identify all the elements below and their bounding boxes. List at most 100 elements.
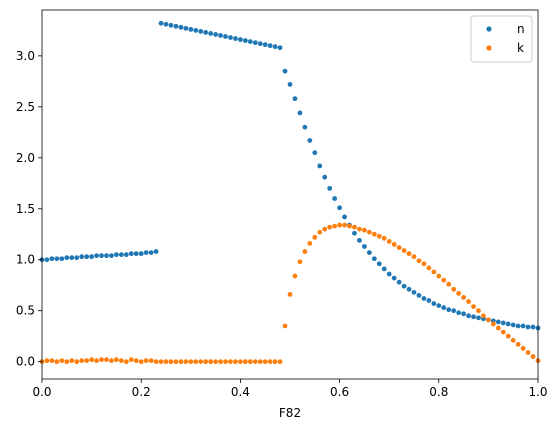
point-k-89 [481, 313, 486, 319]
point-k-65 [362, 227, 367, 233]
point-k-13 [104, 357, 109, 363]
point-n-97 [520, 323, 526, 329]
y-tick-label: 1.0 [16, 253, 35, 267]
point-k-88 [476, 308, 481, 314]
point-n-25 [163, 21, 169, 27]
point-k-97 [520, 346, 526, 351]
point-n-22 [148, 250, 154, 256]
point-n-60 [337, 205, 342, 211]
point-n-5 [64, 255, 70, 261]
point-n-46 [267, 43, 273, 49]
point-k-75 [411, 254, 417, 260]
point-k-77 [421, 261, 427, 267]
point-k-60 [337, 222, 342, 228]
legend-box [470, 15, 533, 63]
point-k-2 [49, 358, 55, 364]
point-k-25 [163, 359, 169, 365]
point-n-39 [233, 36, 238, 41]
point-k-20 [138, 359, 144, 365]
point-k-11 [94, 358, 99, 364]
point-k-8 [79, 358, 85, 364]
point-k-5 [64, 359, 70, 365]
point-k-34 [208, 359, 214, 365]
point-n-21 [143, 250, 149, 256]
point-k-32 [198, 359, 204, 365]
point-k-80 [436, 273, 442, 279]
point-n-17 [123, 252, 129, 258]
x-tick-label: 0.4 [231, 385, 250, 399]
x-tick-label: 1.0 [528, 385, 547, 399]
point-k-61 [342, 222, 347, 228]
point-k-73 [401, 248, 407, 253]
point-k-86 [466, 299, 471, 304]
y-tick-label: 2.5 [16, 100, 35, 114]
point-k-35 [213, 359, 219, 365]
point-k-69 [381, 235, 387, 241]
y-tick-label: 2.0 [16, 151, 35, 165]
point-k-85 [461, 295, 466, 300]
point-k-39 [233, 359, 238, 365]
point-k-84 [456, 290, 462, 296]
point-k-74 [406, 251, 412, 257]
point-n-70 [386, 271, 392, 277]
point-n-15 [114, 252, 119, 258]
y-axis-ticks: 0.0 0.5 1.0 1.5 2.0 2.5 3.0 [16, 49, 42, 369]
point-k-41 [242, 359, 248, 365]
point-k-6 [69, 358, 75, 364]
point-k-83 [451, 286, 457, 292]
point-n-59 [332, 196, 338, 201]
point-k-10 [89, 357, 94, 363]
point-k-37 [223, 359, 228, 365]
point-k-17 [123, 359, 129, 365]
point-n-96 [515, 323, 521, 329]
point-n-93 [500, 320, 506, 326]
data-marks [39, 20, 541, 365]
point-k-38 [228, 359, 233, 365]
point-n-67 [371, 256, 377, 262]
point-n-23 [153, 249, 159, 254]
point-n-42 [247, 39, 253, 44]
point-n-2 [49, 256, 55, 262]
plot-frame [41, 9, 539, 380]
point-k-15 [114, 357, 119, 363]
point-n-98 [525, 324, 531, 330]
point-n-61 [342, 214, 347, 220]
point-k-30 [188, 359, 194, 365]
point-k-79 [431, 269, 437, 275]
point-k-59 [332, 223, 338, 229]
point-n-66 [366, 250, 372, 256]
point-n-13 [104, 253, 109, 259]
point-k-33 [203, 359, 209, 365]
point-n-74 [406, 286, 412, 292]
point-n-58 [327, 185, 333, 191]
point-k-56 [317, 229, 323, 235]
point-k-3 [54, 359, 60, 365]
point-n-69 [381, 266, 387, 272]
point-n-78 [426, 298, 432, 303]
point-n-54 [307, 138, 313, 143]
point-n-65 [362, 244, 367, 249]
point-n-72 [396, 279, 402, 285]
point-n-94 [505, 321, 511, 327]
point-n-4 [59, 256, 65, 262]
point-n-50 [287, 82, 293, 87]
point-k-57 [322, 226, 328, 232]
point-k-36 [218, 359, 223, 365]
point-k-45 [262, 359, 268, 365]
point-k-29 [183, 359, 189, 365]
point-k-12 [99, 357, 104, 363]
point-k-87 [471, 304, 476, 310]
y-tick-label: 0.5 [16, 304, 35, 318]
point-n-7 [74, 255, 80, 261]
legend-label-k: k [517, 41, 524, 55]
y-tick-label: 3.0 [16, 49, 35, 63]
point-k-44 [257, 359, 263, 365]
x-axis-ticks: 0.0 0.2 0.4 0.6 0.8 1.0 [32, 379, 548, 399]
point-n-87 [471, 314, 476, 320]
point-k-21 [143, 358, 149, 364]
point-n-85 [461, 311, 466, 317]
point-n-14 [109, 253, 114, 259]
point-n-81 [441, 305, 447, 311]
point-k-98 [525, 350, 531, 355]
